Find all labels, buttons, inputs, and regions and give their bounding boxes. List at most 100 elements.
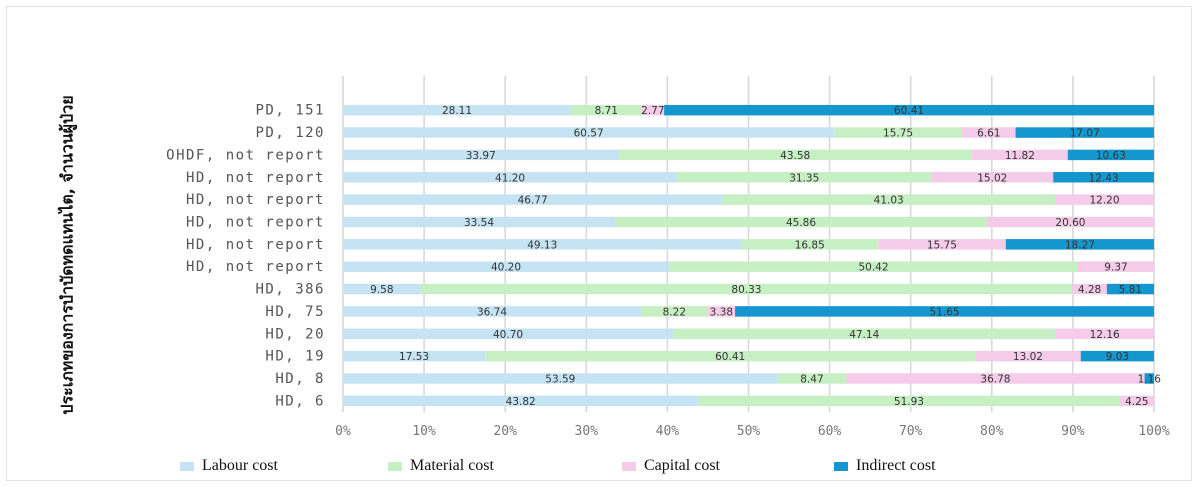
bar-segment-labour-cost [343,373,778,384]
bar-segment-capital-cost [975,350,1081,362]
data-label-labour-cost: 49.13 [527,239,557,251]
x-tick-label: 0% [335,424,351,439]
bar-segment-material-cost [834,127,962,138]
bar-segment-capital-cost [641,104,665,116]
data-label-capital-cost: 36.78 [980,374,1010,386]
data-label-indirect-cost: 9.03 [1106,351,1129,363]
bar-segment-indirect-cost [1144,373,1154,384]
bar-segment-labour-cost [343,127,835,138]
category-label: PD, 120 [255,125,325,141]
category-label: HD, 19 [265,349,325,365]
bar-segment-labour-cost [343,328,674,340]
x-tick-label: 30% [575,424,599,439]
bar-segment-labour-cost [343,216,616,228]
bar-segment-capital-cost [986,216,1154,228]
bar-segment-labour-cost [343,104,571,116]
category-label: HD, 6 [275,393,325,409]
category-label: HD, 75 [265,304,325,320]
data-label-material-cost: 31.35 [789,172,819,184]
bar-segment-capital-cost [961,127,1016,138]
bar-segment-indirect-cost [1080,350,1154,362]
bar-segment-labour-cost [343,149,619,161]
data-label-capital-cost: 13.02 [1013,351,1043,363]
data-label-labour-cost: 9.58 [370,284,393,296]
data-label-labour-cost: 36.74 [477,306,507,318]
data-label-capital-cost: 12.20 [1089,195,1119,207]
data-label-indirect-cost: 10.63 [1096,150,1126,162]
data-label-indirect-cost: 60.41 [894,105,924,117]
bar-segment-capital-cost [1119,395,1154,407]
category-label: HD, 8 [275,371,325,387]
bar-segment-labour-cost [343,261,670,272]
data-label-labour-cost: 40.20 [491,262,521,274]
bar-segment-capital-cost [971,149,1068,161]
x-tick-label: 60% [818,424,842,439]
bar-segment-capital-cost [707,306,736,317]
data-label-material-cost: 16.85 [795,239,825,251]
bar-segment-labour-cost [343,172,678,183]
data-label-material-cost: 50.42 [858,262,888,274]
bar-segment-capital-cost [1078,261,1154,272]
data-label-capital-cost: 4.28 [1078,284,1101,296]
data-label-indirect-cost: 12.43 [1089,172,1119,184]
data-label-material-cost: 8.47 [800,374,823,386]
category-label: HD, 386 [255,282,325,298]
category-label: PD, 151 [255,103,325,119]
bar-segment-material-cost [698,395,1120,407]
bar-segment-material-cost [615,216,987,228]
bar-segment-labour-cost [343,350,486,362]
bar-segment-indirect-cost [1067,149,1154,161]
data-label-labour-cost: 60.57 [574,128,604,140]
data-label-material-cost: 8.22 [663,306,686,318]
x-tick-label: 20% [493,424,517,439]
category-label: HD, 20 [265,326,325,342]
data-label-labour-cost: 40.70 [493,329,523,341]
bar-segment-material-cost [640,306,708,317]
x-tick-label: 90% [1061,424,1085,439]
data-label-capital-cost: 20.60 [1055,217,1085,229]
data-label-labour-cost: 17.53 [399,351,429,363]
bar-segment-labour-cost [343,239,742,250]
data-label-labour-cost: 28.11 [442,105,472,117]
bar-segment-capital-cost [1055,194,1154,205]
data-label-material-cost: 8.71 [595,105,618,117]
data-label-material-cost: 47.14 [849,329,879,341]
bar-segment-capital-cost [878,239,1006,250]
bar-segment-material-cost [722,194,1056,205]
bar-segment-labour-cost [343,306,641,317]
bar-segment-material-cost [777,373,847,384]
category-label: HD, not report [186,192,325,208]
bar-segment-indirect-cost [735,306,1154,317]
data-label-capital-cost: 9.37 [1104,262,1127,274]
data-label-material-cost: 41.03 [874,195,904,207]
bar-segment-capital-cost [846,373,1145,384]
data-label-capital-cost: 15.02 [977,172,1007,184]
bar-segment-material-cost [741,239,879,250]
data-label-material-cost: 60.41 [715,351,745,363]
bar-segment-indirect-cost [1005,239,1154,250]
bar-segment-material-cost [673,328,1056,340]
bar-segment-labour-cost [343,194,723,205]
data-label-indirect-cost: 5.81 [1119,284,1142,296]
data-label-indirect-cost: 51.65 [930,306,960,318]
bar-segment-material-cost [485,350,976,362]
category-label: HD, not report [186,214,325,230]
bar-segment-capital-cost [1055,328,1154,340]
category-label: HD, not report [186,170,325,186]
x-tick-label: 70% [899,424,923,439]
data-label-material-cost: 80.33 [731,284,761,296]
x-tick-label: 40% [656,424,680,439]
data-label-labour-cost: 33.97 [466,150,496,162]
x-tick-label: 80% [980,424,1004,439]
bar-segment-material-cost [677,172,932,183]
data-label-indirect-cost: 1.16 [1138,374,1162,386]
data-label-capital-cost: 15.75 [927,239,957,251]
data-label-material-cost: 15.75 [883,128,913,140]
bar-segment-material-cost [570,104,642,116]
bar-segment-capital-cost [931,172,1054,183]
data-label-capital-cost: 4.25 [1125,396,1148,408]
bar-segment-material-cost [420,283,1073,295]
bar-segment-capital-cost [1072,283,1107,295]
data-label-indirect-cost: 18.27 [1065,239,1095,251]
data-label-labour-cost: 43.82 [506,396,536,408]
